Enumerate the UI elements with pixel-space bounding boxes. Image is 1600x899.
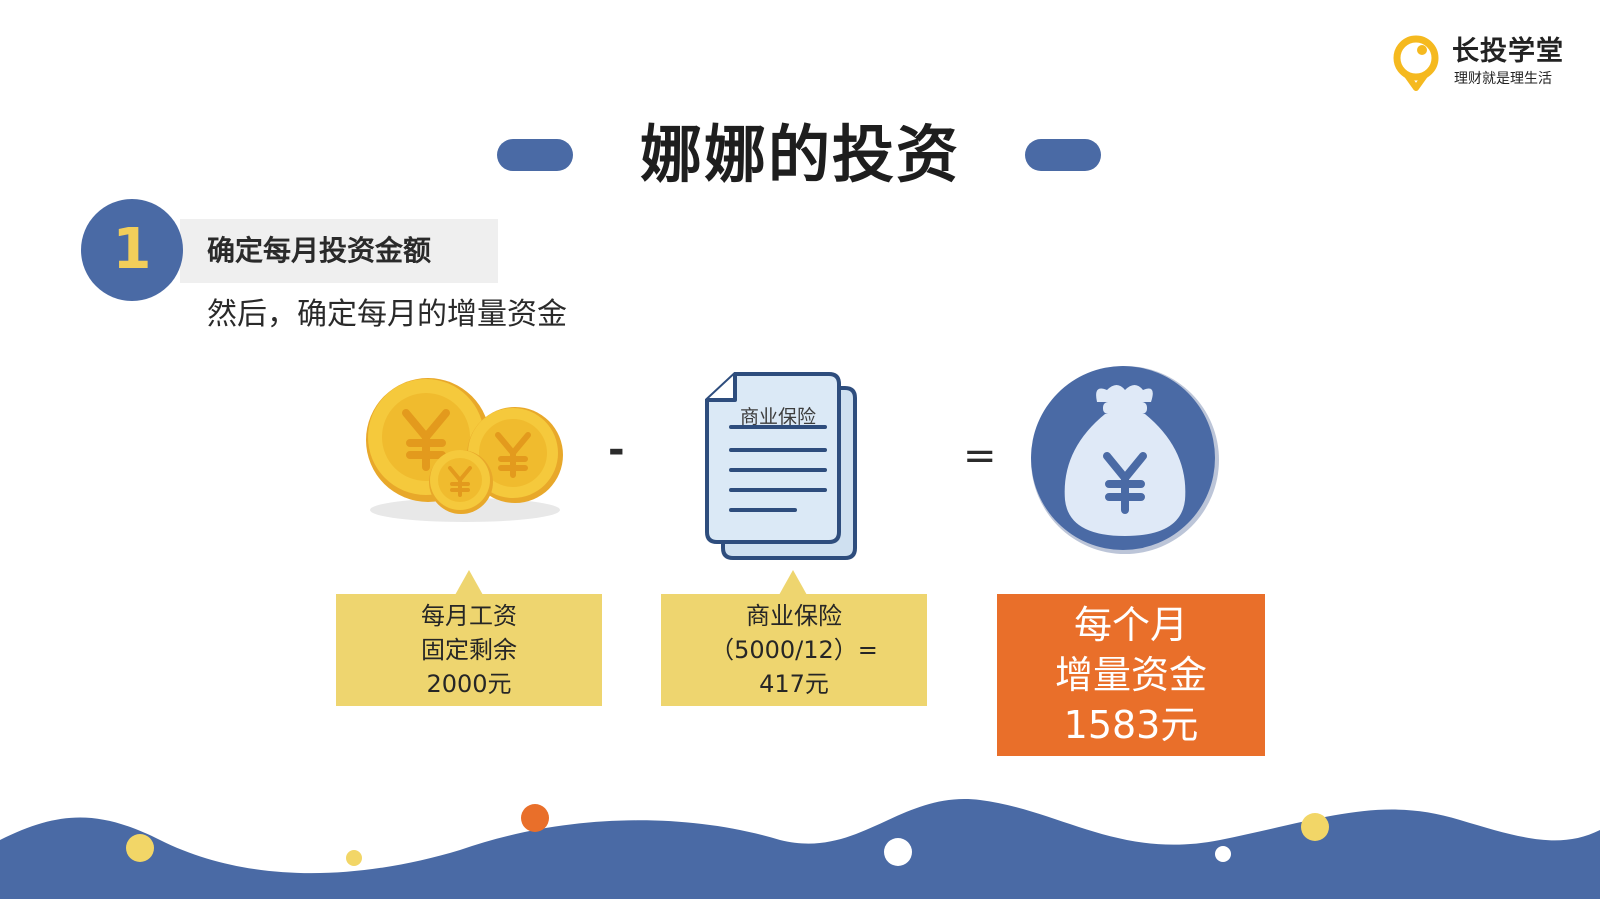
slide-title: 娜娜的投资 — [639, 118, 960, 191]
step-label-background — [180, 219, 498, 283]
insurance-document-icon — [705, 372, 857, 560]
result-line-1: 每个月 — [1073, 603, 1188, 647]
equals-operator: = — [963, 433, 997, 479]
salary-line-2: 固定剩余 — [421, 636, 517, 664]
step-number-badge: 1 — [81, 199, 183, 301]
result-line-2: 增量资金 — [1054, 653, 1207, 697]
step-subtitle: 然后，确定每月的增量资金 — [207, 297, 567, 332]
salary-box-pointer — [455, 570, 483, 595]
salary-box: 每月工资 固定剩余 2000元 — [336, 594, 602, 706]
title-decoration-right — [1025, 139, 1101, 171]
document-title: 商业保险 — [740, 406, 817, 428]
insurance-box-pointer — [779, 570, 807, 595]
yuan-money-bag-icon — [1031, 366, 1219, 554]
yuan-coins-icon — [366, 378, 563, 522]
insurance-line-1: 商业保险 — [746, 602, 842, 630]
result-box: 每个月 增量资金 1583元 — [997, 594, 1265, 756]
salary-line-3: 2000元 — [426, 670, 512, 698]
step-label: 确定每月投资金额 — [207, 234, 432, 267]
bottom-wave-decoration — [0, 799, 1600, 899]
lightbulb-logo-icon — [1393, 35, 1439, 91]
insurance-line-2: （5000/12）= — [710, 636, 878, 664]
insurance-box: 商业保险 （5000/12）= 417元 — [661, 594, 927, 706]
brand-name: 长投学堂 — [1452, 36, 1564, 67]
salary-line-1: 每月工资 — [421, 602, 517, 630]
brand-slogan: 理财就是理生活 — [1454, 71, 1552, 87]
title-decoration-left — [497, 139, 573, 171]
brand-logo: 长投学堂 理财就是理生活 — [1392, 34, 1572, 94]
insurance-line-3: 417元 — [759, 670, 829, 698]
result-line-3: 1583元 — [1063, 703, 1199, 747]
minus-operator: - — [608, 427, 625, 473]
